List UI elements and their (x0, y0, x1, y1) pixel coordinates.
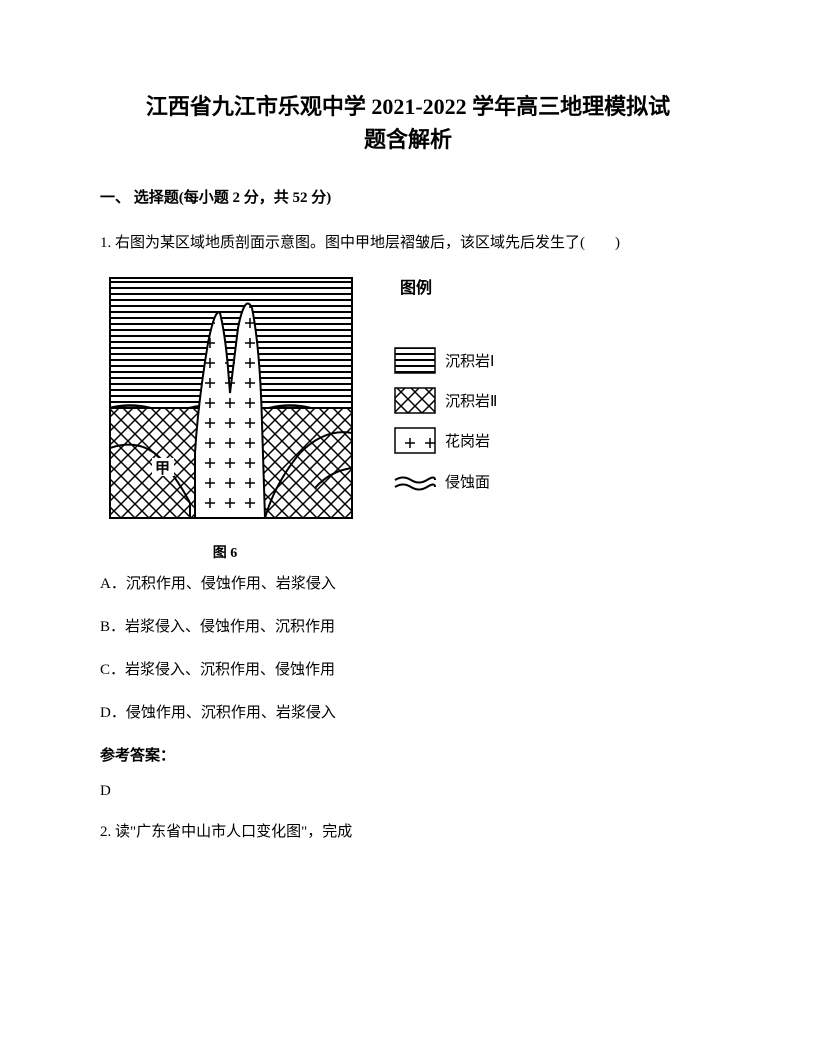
answer-label: 参考答案： (100, 744, 716, 765)
diagram-caption: 图 6 (100, 542, 350, 562)
q1-diagram: 甲 图例 沉积岩Ⅰ 沉积岩Ⅱ 花岗岩 侵蚀面 图 6 (100, 273, 716, 562)
q1-text: 1. 右图为某区域地质剖面示意图。图中甲地层褶皱后，该区域先后发生了( ) (100, 231, 716, 255)
cross-section: 甲 (110, 278, 352, 518)
legend-item2: 沉积岩Ⅱ (445, 393, 497, 410)
q1-option-d: D．侵蚀作用、沉积作用、岩浆侵入 (100, 701, 716, 722)
q1-option-a: A．沉积作用、侵蚀作用、岩浆侵入 (100, 572, 716, 593)
geology-diagram: 甲 图例 沉积岩Ⅰ 沉积岩Ⅱ 花岗岩 侵蚀面 (100, 273, 530, 533)
legend-item1: 沉积岩Ⅰ (445, 353, 494, 370)
svg-text:甲: 甲 (155, 460, 170, 477)
title-line1: 江西省九江市乐观中学 2021-2022 学年高三地理模拟试 (100, 90, 716, 123)
section-header: 一、 选择题(每小题 2 分，共 52 分) (100, 186, 716, 207)
q1-answer: D (100, 783, 716, 800)
legend-item3: 花岗岩 (445, 433, 490, 450)
legend-title: 图例 (400, 278, 432, 297)
q1-option-c: C．岩浆侵入、沉积作用、侵蚀作用 (100, 658, 716, 679)
legend-item4: 侵蚀面 (445, 474, 490, 491)
document-title: 江西省九江市乐观中学 2021-2022 学年高三地理模拟试 题含解析 (100, 90, 716, 156)
title-line2: 题含解析 (100, 123, 716, 156)
q2-text: 2. 读"广东省中山市人口变化图"，完成 (100, 820, 716, 844)
q1-option-b: B．岩浆侵入、侵蚀作用、沉积作用 (100, 615, 716, 636)
legend: 图例 沉积岩Ⅰ 沉积岩Ⅱ 花岗岩 侵蚀面 (395, 278, 497, 491)
